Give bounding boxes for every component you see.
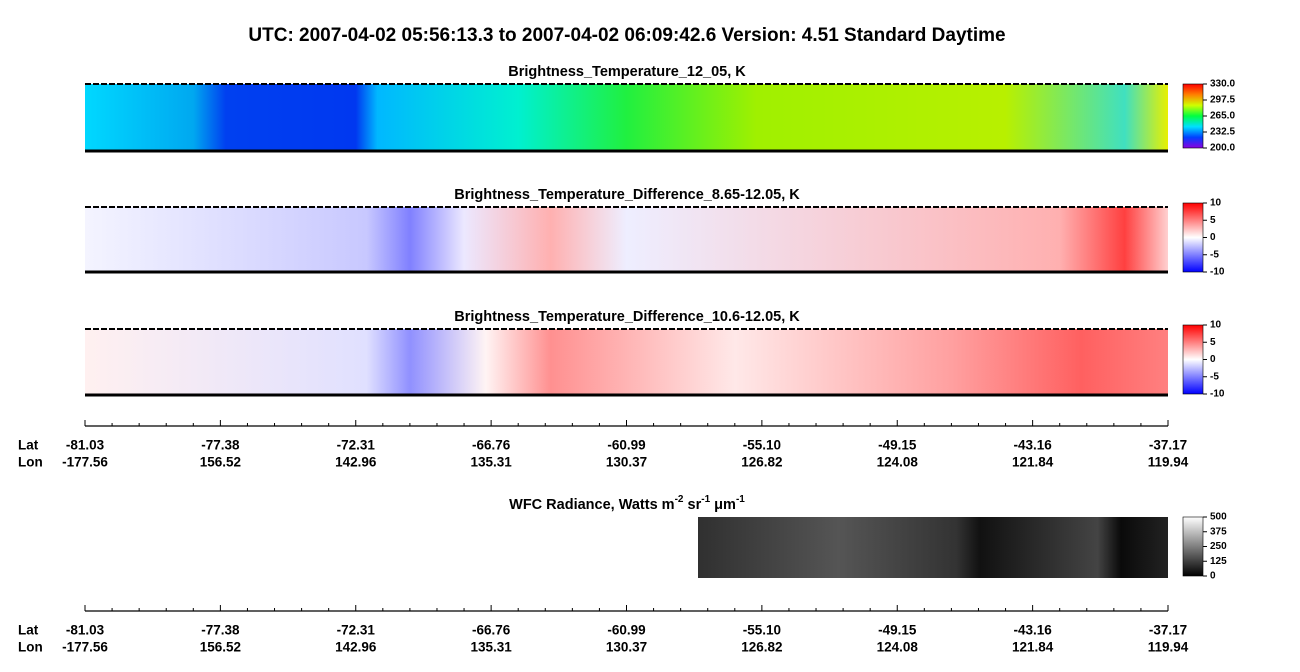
colorbar-tick-label: -5 <box>1210 371 1219 382</box>
colorbar-tick-label: 297.5 <box>1210 95 1235 106</box>
lon-label: 121.84 <box>1012 640 1054 655</box>
lat-label: -72.31 <box>337 623 376 638</box>
lat-label: -60.99 <box>607 623 645 638</box>
swath-image <box>85 207 1168 272</box>
colorbar-tick-label: -5 <box>1210 249 1219 260</box>
lat-label: -72.31 <box>337 438 376 453</box>
colorbar-tick-label: -10 <box>1210 267 1225 278</box>
page-title: UTC: 2007-04-02 05:56:13.3 to 2007-04-02… <box>248 25 1005 46</box>
lat-title: Lat <box>18 623 39 638</box>
lon-label: 142.96 <box>335 455 377 470</box>
colorbar-tick-label: 200.0 <box>1210 143 1235 154</box>
lon-label: 135.31 <box>470 455 512 470</box>
colorbar-tick-label: 125 <box>1210 556 1227 567</box>
lon-label: 130.37 <box>606 640 647 655</box>
colorbar-tick-label: 10 <box>1210 320 1222 331</box>
colorbar-tick-label: 250 <box>1210 541 1227 552</box>
lon-label: 126.82 <box>741 455 782 470</box>
panel-title: Brightness_Temperature_Difference_8.65-1… <box>454 187 800 203</box>
title-part: μm <box>710 497 736 513</box>
lat-label: -43.16 <box>1013 438 1052 453</box>
lon-label: 119.94 <box>1148 455 1189 470</box>
colorbar-tick-label: 500 <box>1210 512 1227 523</box>
lat-label: -55.10 <box>743 438 781 453</box>
lon-label: 135.31 <box>470 640 512 655</box>
panel-title: Brightness_Temperature_12_05, K <box>508 64 746 80</box>
lat-label: -81.03 <box>66 438 105 453</box>
colorbar-tick-label: 0 <box>1210 571 1216 582</box>
lon-label: 130.37 <box>606 455 647 470</box>
colorbar <box>1182 202 1204 273</box>
swath-image <box>698 517 1168 578</box>
lon-label: 121.84 <box>1012 455 1054 470</box>
swath-image <box>85 329 1168 395</box>
lon-label: -177.56 <box>62 455 108 470</box>
lat-label: -77.38 <box>201 438 240 453</box>
colorbar-tick-label: 0 <box>1210 232 1216 243</box>
title-part: -1 <box>701 494 710 505</box>
lat-label: -81.03 <box>66 623 105 638</box>
lon-title: Lon <box>18 640 43 655</box>
lon-label: 124.08 <box>877 640 919 655</box>
colorbar-tick-label: 5 <box>1210 337 1216 348</box>
colorbar-tick-label: 330.0 <box>1210 79 1235 90</box>
lon-label: 126.82 <box>741 640 782 655</box>
lat-label: -77.38 <box>201 623 240 638</box>
lon-label: 156.52 <box>200 640 241 655</box>
title-part: WFC Radiance, Watts m <box>509 497 674 513</box>
colorbar <box>1182 83 1204 149</box>
panel-title: Brightness_Temperature_Difference_10.6-1… <box>454 309 800 325</box>
colorbar <box>1182 324 1204 395</box>
lat-label: -49.15 <box>878 438 917 453</box>
colorbar-tick-label: 10 <box>1210 198 1222 209</box>
colorbar <box>1182 516 1204 577</box>
colorbar-tick-label: 265.0 <box>1210 111 1235 122</box>
lon-label: -177.56 <box>62 640 108 655</box>
colorbar-tick-label: 232.5 <box>1210 127 1235 138</box>
colorbar-tick-label: 0 <box>1210 354 1216 365</box>
lat-label: -43.16 <box>1013 623 1052 638</box>
title-part: sr <box>683 497 701 513</box>
lon-label: 124.08 <box>877 455 919 470</box>
swath-image <box>85 84 1168 151</box>
lat-label: -37.17 <box>1149 438 1187 453</box>
colorbar-tick-label: 5 <box>1210 215 1216 226</box>
title-part: -1 <box>736 494 745 505</box>
lat-label: -66.76 <box>472 623 511 638</box>
lat-label: -66.76 <box>472 438 511 453</box>
lon-label: 142.96 <box>335 640 377 655</box>
lon-title: Lon <box>18 455 43 470</box>
title-part: -2 <box>675 494 684 505</box>
lat-label: -37.17 <box>1149 623 1187 638</box>
lat-title: Lat <box>18 438 39 453</box>
lon-label: 119.94 <box>1148 640 1189 655</box>
lat-label: -60.99 <box>607 438 645 453</box>
lat-label: -49.15 <box>878 623 917 638</box>
lon-label: 156.52 <box>200 455 241 470</box>
colorbar-tick-label: 375 <box>1210 526 1227 537</box>
colorbar-tick-label: -10 <box>1210 389 1225 400</box>
lat-label: -55.10 <box>743 623 781 638</box>
panel-title: WFC Radiance, Watts m-2 sr-1 μm-1 <box>509 494 745 513</box>
